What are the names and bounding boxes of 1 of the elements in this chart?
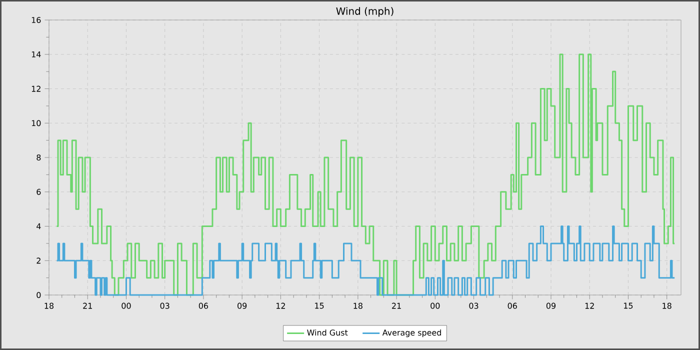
chart-title: Wind (mph) bbox=[336, 7, 394, 17]
